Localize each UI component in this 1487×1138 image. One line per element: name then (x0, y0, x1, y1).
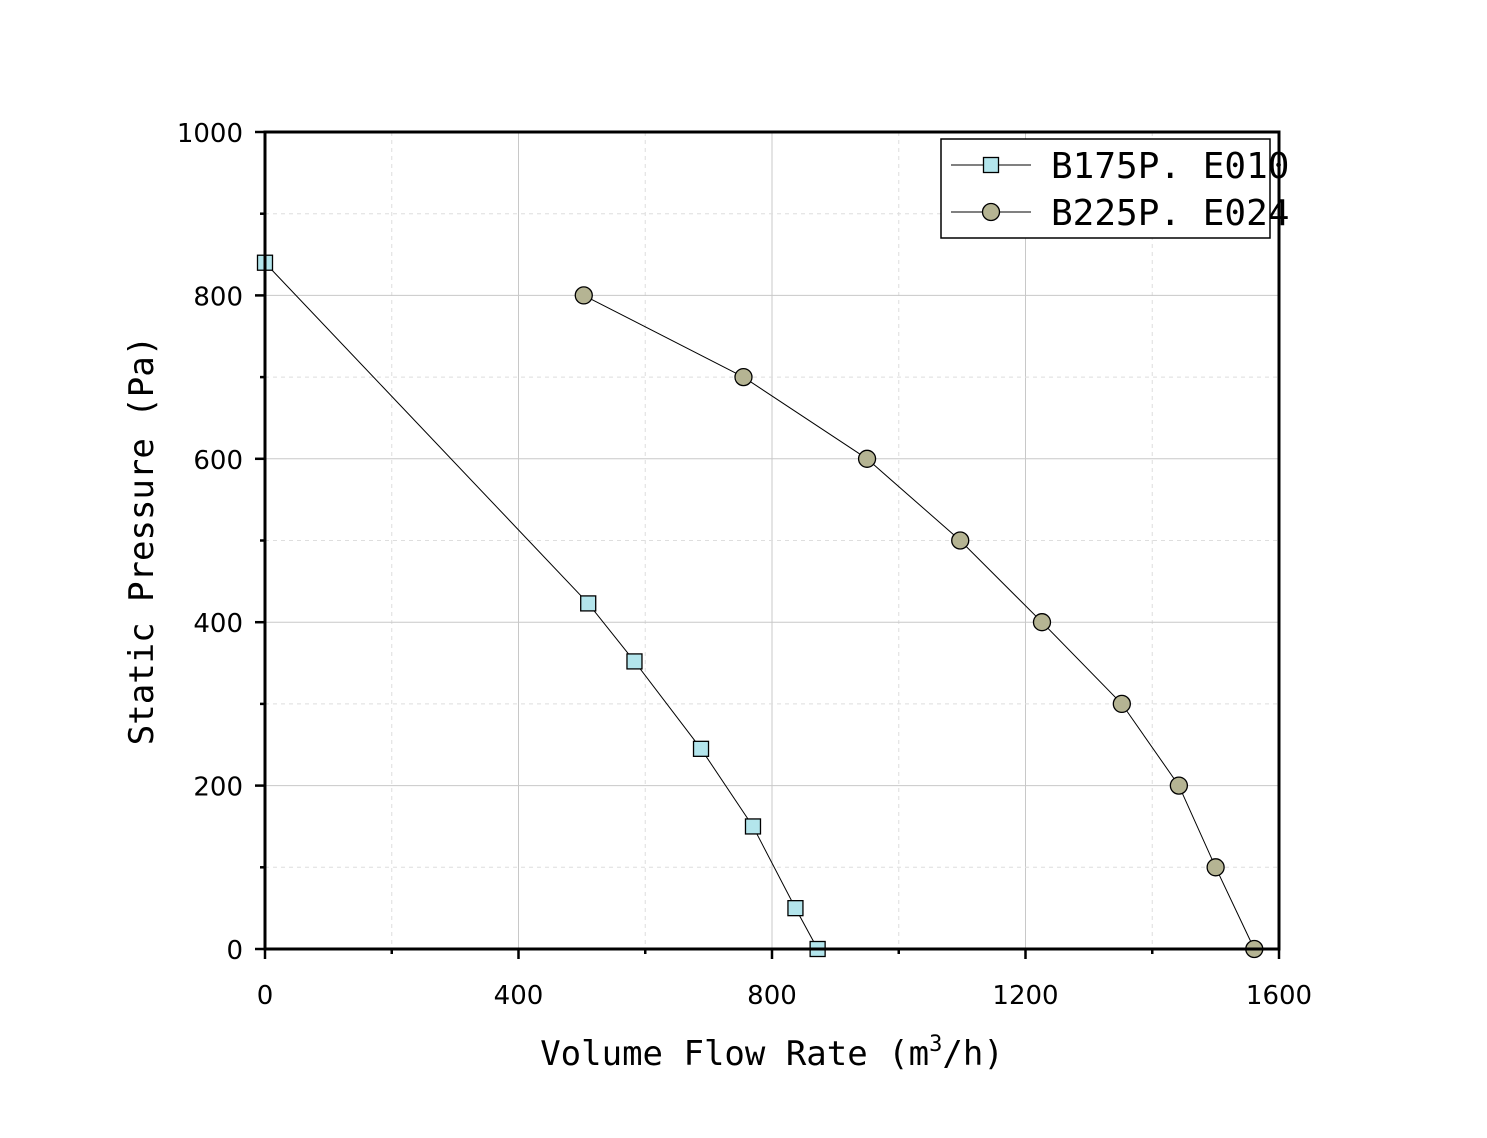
x-tick-label: 800 (747, 981, 797, 1011)
y-tick-label: 1000 (177, 119, 243, 149)
legend-box (940, 138, 1271, 239)
y-axis-title: Static Pressure (Pa) (122, 336, 162, 745)
y-tick-label: 400 (193, 609, 243, 639)
data-point-series-2 (574, 286, 593, 305)
x-tick-label: 1200 (992, 981, 1058, 1011)
tick-labels: 0 400 800 1200 1600 0 200 400 600 800 1000 (177, 119, 1312, 1011)
y-tick-label: 200 (193, 773, 243, 803)
data-point-series-2 (1206, 858, 1225, 877)
x-tick-label: 400 (494, 981, 544, 1011)
data-point-series-2 (951, 531, 970, 550)
legend: B175P. E010 B225P. E024 (940, 138, 1289, 239)
data-point-series-1 (787, 900, 804, 917)
data-point-series-2 (857, 449, 877, 468)
data-point-series-2 (1169, 776, 1189, 795)
data-point-series-1 (626, 653, 643, 670)
data-point-series-2 (1112, 694, 1131, 714)
legend-marker-2 (981, 202, 1001, 222)
x-axis-title: Volume Flow Rate (m3/h) (540, 1032, 1004, 1074)
legend-label-2: B225P. E024 (1051, 193, 1289, 234)
data-point-series-1 (744, 818, 762, 835)
legend-marker-1 (982, 156, 1000, 174)
series-line-1 (264, 262, 819, 950)
series-lines (264, 262, 1255, 950)
x-axis-title-tail: /h) (942, 1034, 1003, 1074)
data-point-series-2 (734, 367, 753, 387)
y-tick-label: 0 (226, 936, 243, 966)
x-axis-title-main: Volume Flow Rate (m (540, 1034, 929, 1074)
grid (265, 132, 1279, 949)
ticks (255, 130, 1281, 959)
markers (256, 254, 1264, 959)
legend-label-1: B175P. E010 (1051, 146, 1289, 187)
x-axis-title-sup: 3 (929, 1032, 942, 1057)
data-point-series-1 (580, 595, 597, 612)
x-tick-label: 1600 (1246, 981, 1312, 1011)
data-point-series-2 (1032, 613, 1052, 632)
data-point-series-1 (692, 740, 710, 757)
y-tick-label: 600 (193, 446, 243, 476)
y-tick-label: 800 (193, 282, 243, 312)
x-tick-label: 0 (257, 981, 274, 1011)
legend-items: B175P. E010 B225P. E024 (951, 146, 1289, 234)
